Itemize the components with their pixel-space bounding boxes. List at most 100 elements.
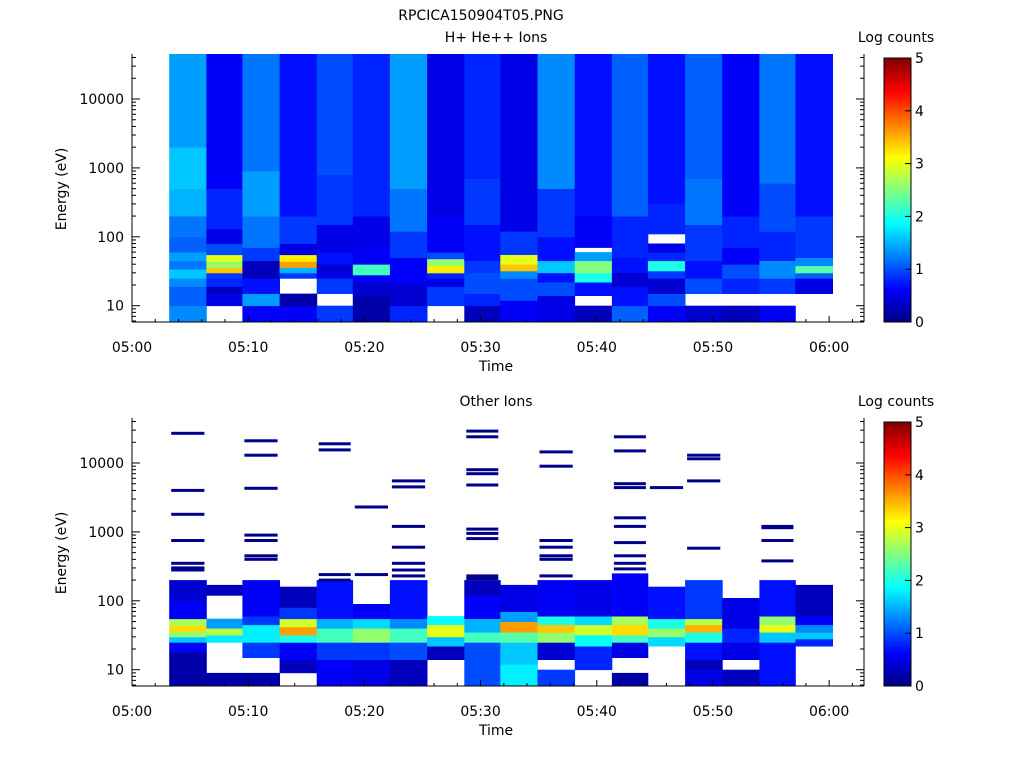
colorbar-band: [884, 205, 911, 209]
colorbar-band: [884, 656, 911, 661]
heatmap-cell: [611, 257, 649, 274]
heatmap-cell: [759, 616, 796, 626]
colorbar-band: [884, 232, 911, 236]
colorbar-tick-label: 5: [915, 51, 924, 67]
heatmap-cell: [500, 254, 538, 265]
heatmap-cells: [169, 54, 833, 323]
colorbar-band: [884, 237, 911, 241]
heatmap-cell: [500, 611, 538, 622]
heatmap-cell: [242, 672, 280, 687]
heatmap-cell: [611, 216, 649, 258]
event-line: [613, 449, 646, 453]
event-line: [761, 559, 794, 563]
colorbar-band: [884, 672, 911, 676]
colorbar-band: [884, 171, 911, 175]
colorbar-band: [884, 131, 911, 136]
heatmap-cell: [537, 260, 576, 274]
heatmap-cell: [500, 264, 538, 272]
colorbar-band: [884, 622, 911, 626]
colorbar-band: [884, 477, 911, 481]
heatmap-cell: [722, 216, 760, 248]
colorbar-band: [884, 546, 911, 550]
colorbar-band: [884, 569, 911, 573]
colorbar-band: [884, 445, 911, 449]
heatmap-cell: [722, 264, 760, 279]
event-line: [318, 442, 351, 446]
event-line: [466, 577, 499, 581]
colorbar-band: [884, 651, 911, 655]
heatmap-cell: [352, 295, 391, 323]
heatmap-cell: [279, 618, 318, 628]
heatmap-cell: [647, 628, 686, 638]
colorbar-band: [884, 271, 911, 275]
colorbar-band: [884, 493, 911, 497]
heatmap-cell: [537, 282, 576, 296]
colorbar-band: [884, 554, 911, 558]
colorbar-band: [884, 258, 911, 262]
heatmap-cell: [316, 278, 354, 294]
colorbar-band: [884, 192, 911, 196]
heatmap-cell: [537, 669, 576, 687]
colorbar-band: [884, 290, 911, 294]
colorbar-band: [884, 79, 911, 83]
event-line: [466, 537, 499, 541]
heatmap-cell: [795, 638, 833, 647]
heatmap-cell: [464, 260, 501, 274]
colorbar-band: [884, 60, 911, 64]
heatmap-cell: [464, 178, 501, 226]
event-line: [539, 545, 573, 549]
colorbar-frame: [883, 57, 912, 323]
heatmap-cell: [279, 293, 318, 307]
colorbar-band: [884, 226, 911, 231]
heatmap-cell: [537, 616, 576, 626]
heatmap-cell: [427, 258, 465, 267]
heatmap-cell: [242, 54, 280, 172]
colorbar-band: [884, 216, 911, 220]
event-line: [171, 539, 205, 542]
colorbar-label: Log counts: [858, 30, 934, 46]
heatmap-cell: [169, 269, 207, 279]
heatmap-cell: [647, 270, 686, 279]
heatmap-cell: [685, 669, 723, 687]
colorbar: 0 1 2 3 4 5: [883, 51, 924, 331]
heatmap-cell: [169, 278, 207, 287]
heatmap-cell: [352, 282, 391, 296]
heatmap-cell: [537, 272, 576, 283]
heatmap-cell: [685, 642, 723, 660]
colorbar-band: [884, 292, 911, 297]
colorbar-band: [884, 506, 911, 510]
heatmap-cell: [316, 659, 354, 687]
colorbar-band: [884, 256, 911, 260]
heatmap-cell: [206, 54, 243, 189]
colorbar-band: [884, 174, 911, 178]
heatmap-cell: [427, 636, 465, 647]
heatmap-cell: [352, 604, 391, 620]
colorbar-band: [884, 208, 911, 212]
heatmap-cell: [611, 634, 649, 643]
y-tick-label: 10000: [79, 92, 124, 108]
colorbar-band: [884, 464, 911, 468]
heatmap-cell: [169, 600, 207, 620]
colorbar-band: [884, 65, 911, 70]
heatmap-cell: [169, 260, 207, 270]
colorbar-tick-label: 2: [915, 209, 924, 225]
heatmap-cell: [389, 618, 428, 629]
heatmap-cell: [685, 224, 723, 262]
colorbar-band: [884, 429, 911, 434]
colorbar-band: [884, 118, 911, 122]
heatmap-cell: [611, 272, 649, 287]
colorbar-band: [884, 543, 911, 547]
heatmap-cell: [574, 282, 613, 296]
heatmap-cell: [722, 669, 760, 687]
colorbar-band: [884, 517, 911, 521]
heatmap-cell: [427, 54, 465, 217]
colorbar-band: [884, 113, 911, 117]
colorbar-band: [884, 316, 911, 320]
event-line: [613, 567, 646, 571]
heatmap-cell: [574, 54, 613, 217]
heatmap-cell: [427, 265, 465, 274]
heatmap-cell: [574, 616, 613, 626]
heatmap-cell: [169, 631, 207, 638]
